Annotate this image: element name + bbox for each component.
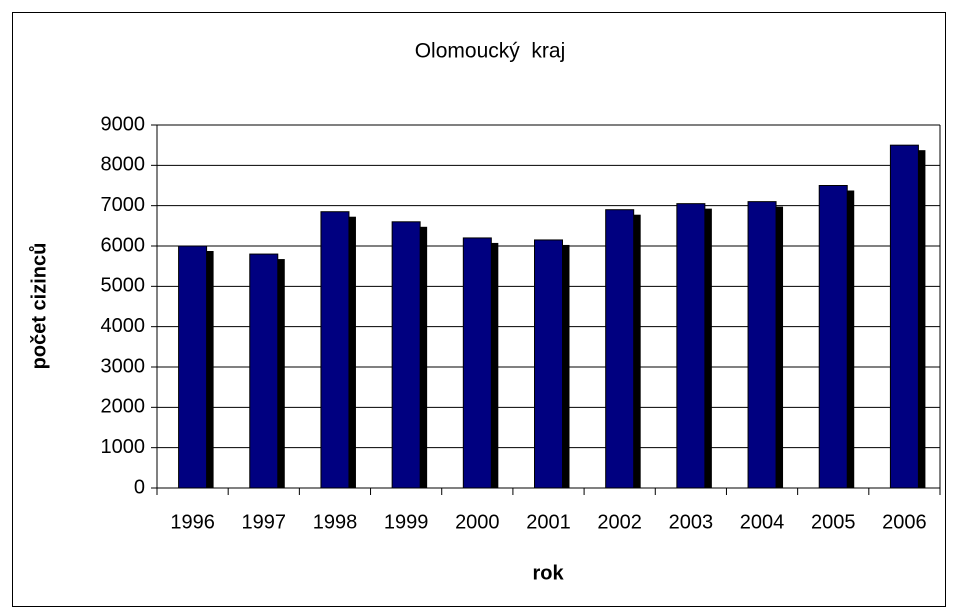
x-tick-label: 2003 [669, 511, 714, 533]
bar [889, 144, 919, 489]
bar [178, 245, 208, 489]
bar [462, 237, 492, 489]
x-tick-label: 2000 [455, 511, 500, 533]
x-tick-label: 1999 [384, 511, 429, 533]
x-tick-label: 2002 [597, 511, 642, 533]
x-tick-label: 1996 [170, 511, 215, 533]
bar [320, 211, 350, 489]
y-tick-label: 2000 [101, 396, 146, 418]
y-tick-label: 5000 [101, 275, 146, 297]
bar [676, 203, 706, 489]
bar [747, 201, 777, 489]
x-tick-label: 2005 [811, 511, 856, 533]
x-tick-label: 2006 [882, 511, 927, 533]
chart-title: Olomoucký kraj [415, 40, 566, 63]
y-tick-label: 1000 [101, 436, 146, 458]
x-tick-label: 2001 [526, 511, 571, 533]
x-tick-label: 1998 [313, 511, 358, 533]
bar [249, 253, 279, 489]
y-tick-label: 3000 [101, 355, 146, 377]
bar [534, 239, 563, 489]
x-axis-label: rok [532, 562, 564, 584]
y-tick-label: 9000 [101, 113, 146, 135]
bar [605, 209, 635, 489]
y-tick-label: 7000 [101, 194, 146, 216]
y-tick-label: 0 [134, 476, 145, 498]
x-tick-label: 1997 [242, 511, 287, 533]
y-axis-label: počet cizinců [28, 243, 50, 370]
bar [391, 221, 421, 489]
x-tick-label: 2004 [740, 511, 785, 533]
y-tick-label: 6000 [101, 234, 146, 256]
bar [818, 185, 848, 489]
y-tick-label: 4000 [101, 315, 146, 337]
y-tick-label: 8000 [101, 154, 146, 176]
